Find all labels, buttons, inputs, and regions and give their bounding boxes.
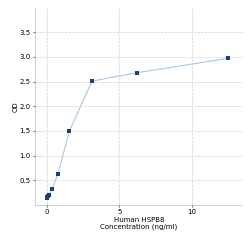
Point bbox=[67, 130, 71, 134]
Point bbox=[45, 195, 49, 199]
Point bbox=[50, 187, 54, 191]
Point bbox=[44, 196, 48, 200]
Point bbox=[46, 194, 50, 198]
Point bbox=[48, 193, 52, 197]
Point bbox=[56, 172, 60, 176]
Point bbox=[226, 56, 230, 60]
Point bbox=[135, 71, 139, 75]
X-axis label: Human HSPB8
Concentration (ng/ml): Human HSPB8 Concentration (ng/ml) bbox=[100, 216, 178, 230]
Y-axis label: OD: OD bbox=[12, 101, 18, 112]
Point bbox=[90, 79, 94, 83]
